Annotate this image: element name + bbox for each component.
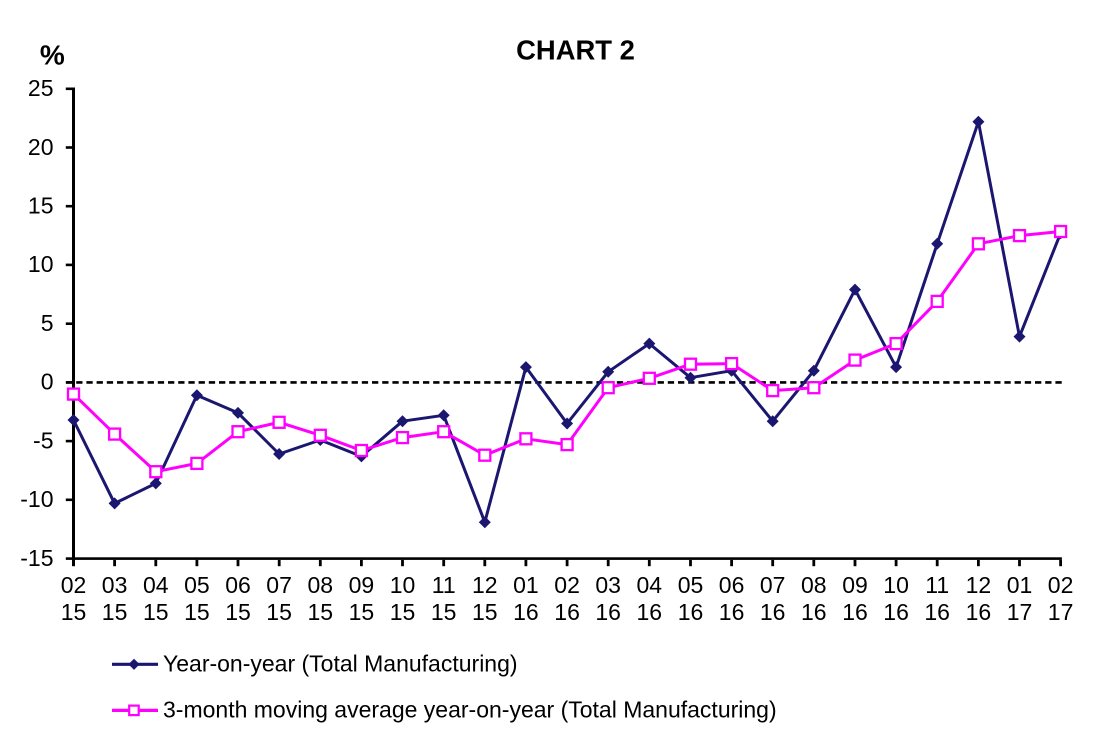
svg-text:-10: -10	[20, 486, 53, 512]
svg-text:02: 02	[554, 572, 580, 598]
svg-text:0: 0	[41, 369, 54, 395]
svg-text:10: 10	[390, 572, 416, 598]
svg-text:%: %	[40, 40, 65, 71]
svg-text:Year-on-year (Total Manufactur: Year-on-year (Total Manufacturing)	[163, 651, 518, 677]
svg-text:04: 04	[143, 572, 169, 598]
svg-text:15: 15	[61, 599, 87, 625]
svg-text:06: 06	[719, 572, 745, 598]
svg-text:CHART 2: CHART 2	[516, 35, 635, 66]
svg-text:10: 10	[28, 251, 54, 277]
svg-text:25: 25	[28, 75, 54, 101]
svg-text:17: 17	[1007, 599, 1033, 625]
svg-text:02: 02	[61, 572, 87, 598]
svg-text:17: 17	[1048, 599, 1074, 625]
svg-text:5: 5	[41, 310, 54, 336]
svg-text:11: 11	[432, 572, 456, 598]
svg-text:08: 08	[801, 572, 827, 598]
svg-text:3-month moving average year-on: 3-month moving average year-on-year (Tot…	[163, 697, 777, 723]
svg-text:15: 15	[184, 599, 210, 625]
svg-text:15: 15	[472, 599, 498, 625]
svg-text:05: 05	[678, 572, 704, 598]
svg-text:16: 16	[554, 599, 580, 625]
svg-text:09: 09	[349, 572, 375, 598]
svg-text:11: 11	[925, 572, 949, 598]
svg-text:09: 09	[842, 572, 868, 598]
svg-text:16: 16	[595, 599, 621, 625]
svg-text:15: 15	[431, 599, 457, 625]
svg-text:07: 07	[760, 572, 786, 598]
svg-text:12: 12	[472, 572, 498, 598]
svg-text:02: 02	[1048, 572, 1074, 598]
svg-text:16: 16	[513, 599, 539, 625]
svg-text:10: 10	[883, 572, 909, 598]
svg-text:-5: -5	[33, 427, 53, 453]
svg-text:16: 16	[924, 599, 950, 625]
svg-text:16: 16	[719, 599, 745, 625]
svg-text:03: 03	[102, 572, 128, 598]
svg-text:04: 04	[637, 572, 663, 598]
svg-text:07: 07	[266, 572, 292, 598]
svg-text:15: 15	[225, 599, 251, 625]
svg-text:15: 15	[349, 599, 375, 625]
svg-text:16: 16	[760, 599, 786, 625]
svg-text:15: 15	[390, 599, 416, 625]
svg-text:15: 15	[102, 599, 128, 625]
svg-text:06: 06	[225, 572, 251, 598]
svg-text:16: 16	[842, 599, 868, 625]
svg-text:01: 01	[1007, 572, 1033, 598]
svg-text:03: 03	[595, 572, 621, 598]
svg-text:15: 15	[28, 193, 54, 219]
svg-text:15: 15	[143, 599, 169, 625]
svg-text:-15: -15	[20, 545, 53, 571]
svg-text:15: 15	[266, 599, 292, 625]
svg-text:05: 05	[184, 572, 210, 598]
svg-text:16: 16	[883, 599, 909, 625]
svg-text:16: 16	[678, 599, 704, 625]
svg-text:20: 20	[28, 134, 54, 160]
svg-text:16: 16	[801, 599, 827, 625]
svg-text:01: 01	[513, 572, 539, 598]
svg-text:15: 15	[308, 599, 334, 625]
svg-text:08: 08	[308, 572, 334, 598]
svg-text:12: 12	[966, 572, 992, 598]
svg-text:16: 16	[966, 599, 992, 625]
svg-text:16: 16	[637, 599, 663, 625]
